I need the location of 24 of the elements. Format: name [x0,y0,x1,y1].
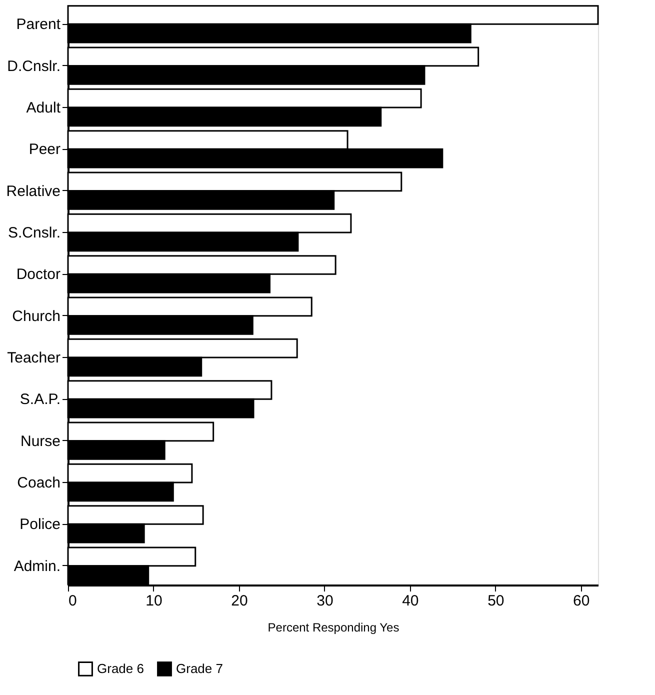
y-tick-label: Coach [17,474,60,492]
x-tick-label: 50 [488,592,504,610]
x-tick-label: 40 [402,592,419,610]
y-tick-label: Admin. [14,558,60,575]
y-tick-label: D.Cnslr. [7,58,60,75]
y-tick-label: Adult [26,100,62,116]
x-tick-label: 10 [146,592,162,610]
y-tick-label: S.Cnslr. [8,224,60,242]
y-tick-label: Peer [28,141,60,158]
y-tick-label: Doctor [16,266,60,284]
x-tick-label: 60 [573,592,590,610]
legend-label: Grade 6 [97,660,144,676]
x-axis-title: Percent Responding Yes [268,620,400,634]
y-tick-label: Church [12,308,60,325]
x-tick-label: 0 [68,592,77,610]
y-tick-label: Nurse [20,432,60,450]
y-tick-label: Teacher [7,350,60,366]
y-tick-label: S.A.P. [20,391,60,408]
y-tick-label: Police [20,516,60,534]
y-tick-label: Relative [6,182,60,200]
legend-label: Grade 7 [176,660,223,676]
x-tick-label: 30 [316,592,334,610]
x-tick-label: 20 [231,592,248,610]
y-tick-label: Parent [16,16,62,34]
